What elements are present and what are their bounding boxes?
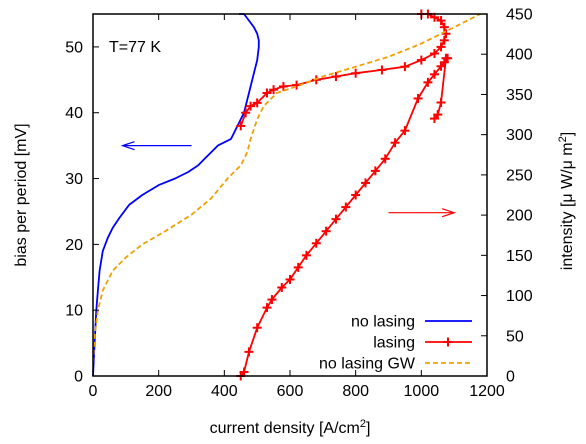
- data-point-plus-marker: [301, 250, 311, 260]
- x-tick-label: 200: [145, 383, 172, 400]
- data-point-plus-marker: [321, 226, 331, 236]
- axis-ticks: 0 200 400 600 800 1000 12000102030405005010015…: [65, 7, 533, 401]
- data-point-plus-marker: [429, 69, 439, 79]
- series-line-no-lasing: [92, 13, 260, 377]
- y-right-axis-label-text: intensity [μ W/μ m: [559, 142, 576, 270]
- data-point-plus-marker: [377, 65, 387, 75]
- data-point-plus-marker: [400, 126, 410, 136]
- data-point-plus-marker: [244, 347, 254, 357]
- data-point-plus-marker: [278, 81, 288, 91]
- data-point-plus-marker: [331, 72, 341, 82]
- data-point-plus-marker: [439, 22, 449, 32]
- series-lasing: [236, 9, 451, 131]
- data-point-plus-marker: [441, 53, 451, 63]
- data-point-plus-marker: [239, 367, 249, 377]
- y-left-tick-label: 30: [65, 171, 83, 188]
- legend-entry: no lasing GW: [319, 356, 472, 373]
- y-right-axis-label-superscript: 2: [557, 136, 569, 142]
- data-point-plus-marker: [241, 108, 251, 118]
- data-point-plus-marker: [439, 35, 449, 45]
- data-point-plus-marker: [285, 274, 295, 284]
- y-right-axis-label-suffix: ]: [559, 132, 576, 136]
- x-tick-label: 1000: [404, 383, 440, 400]
- data-point-plus-marker: [429, 114, 439, 124]
- arrow-head: [120, 141, 135, 151]
- data-point-plus-marker: [293, 262, 303, 272]
- x-tick-label: 400: [211, 383, 238, 400]
- temperature-annotation: T=77 K: [109, 39, 161, 56]
- data-point-plus-marker: [351, 190, 361, 200]
- legend-entry: no lasing: [351, 314, 472, 331]
- series-lasing: [236, 53, 453, 381]
- y-left-tick-label: 0: [74, 369, 83, 386]
- y-left-tick-label: 10: [65, 303, 83, 320]
- y-right-tick-label: 200: [506, 208, 533, 225]
- data-point-plus-marker: [311, 238, 321, 248]
- data-point-plus-marker: [436, 97, 446, 107]
- x-tick-label: 0: [89, 383, 98, 400]
- legend: no lasing lasing no lasing GW: [319, 314, 472, 373]
- data-point-plus-marker: [252, 98, 262, 108]
- data-point-plus-marker: [277, 283, 287, 293]
- x-axis-label-suffix: ]: [366, 420, 370, 437]
- series-line-no-lasing-GW: [92, 13, 481, 363]
- x-axis-label: current density [A/cm2]: [210, 418, 371, 437]
- arrow-left-axis-indicator: [120, 141, 192, 151]
- legend-label: no lasing: [351, 314, 415, 331]
- data-point-plus-marker: [361, 178, 371, 188]
- data-point-plus-marker: [436, 16, 446, 26]
- y-left-tick-label: 50: [65, 39, 83, 56]
- y-right-tick-label: 150: [506, 248, 533, 265]
- x-axis-label-superscript: 2: [360, 418, 366, 430]
- series-line-lasing: [239, 13, 447, 127]
- series-no-lasing-GW: [92, 13, 481, 363]
- data-point-plus-marker: [380, 154, 390, 164]
- series-line-lasing: [240, 57, 449, 377]
- data-point-plus-marker: [370, 166, 380, 176]
- y-right-axis-label: intensity [μ W/μ m2]: [557, 132, 576, 270]
- data-point-plus-marker: [429, 48, 439, 58]
- data-point-plus-marker: [246, 101, 256, 111]
- y-right-tick-label: 250: [506, 167, 533, 184]
- y-left-tick-label: 40: [65, 105, 83, 122]
- data-point-plus-marker: [443, 337, 453, 347]
- y-right-tick-label: 350: [506, 87, 533, 104]
- data-point-plus-marker: [236, 121, 246, 131]
- y-right-tick-label: 300: [506, 127, 533, 144]
- arrow-right-axis-indicator: [388, 208, 457, 218]
- x-tick-label: 800: [342, 383, 369, 400]
- data-point-plus-marker: [262, 88, 272, 98]
- data-point-plus-marker: [423, 77, 433, 87]
- data-point-plus-marker: [331, 214, 341, 224]
- data-point-plus-marker: [269, 85, 279, 95]
- y-left-axis-label: bias per period [mV]: [13, 123, 30, 266]
- y-right-tick-label: 400: [506, 47, 533, 64]
- x-tick-label: 1200: [469, 383, 505, 400]
- data-point-plus-marker: [400, 62, 410, 72]
- data-point-plus-marker: [252, 323, 262, 333]
- data-point-plus-marker: [351, 68, 361, 78]
- y-right-tick-label: 450: [506, 7, 533, 24]
- legend-entry: lasing: [373, 335, 472, 352]
- x-tick-label: 600: [277, 383, 304, 400]
- data-point-plus-marker: [413, 93, 423, 103]
- data-point-plus-marker: [436, 42, 446, 52]
- y-right-tick-label: 0: [506, 369, 515, 386]
- series-no-lasing: [92, 13, 260, 377]
- y-right-tick-label: 100: [506, 288, 533, 305]
- x-axis-label-text: current density [A/cm: [210, 420, 360, 437]
- arrow-head: [441, 208, 457, 218]
- plot-content: [92, 9, 481, 381]
- y-right-tick-label: 50: [506, 328, 524, 345]
- legend-label: lasing: [373, 335, 415, 352]
- data-point-plus-marker: [341, 202, 351, 212]
- data-point-plus-marker: [267, 295, 277, 305]
- data-point-plus-marker: [262, 303, 272, 313]
- data-point-plus-marker: [416, 55, 426, 65]
- data-point-plus-marker: [390, 138, 400, 148]
- legend-label: no lasing GW: [319, 356, 416, 373]
- y-left-tick-label: 20: [65, 237, 83, 254]
